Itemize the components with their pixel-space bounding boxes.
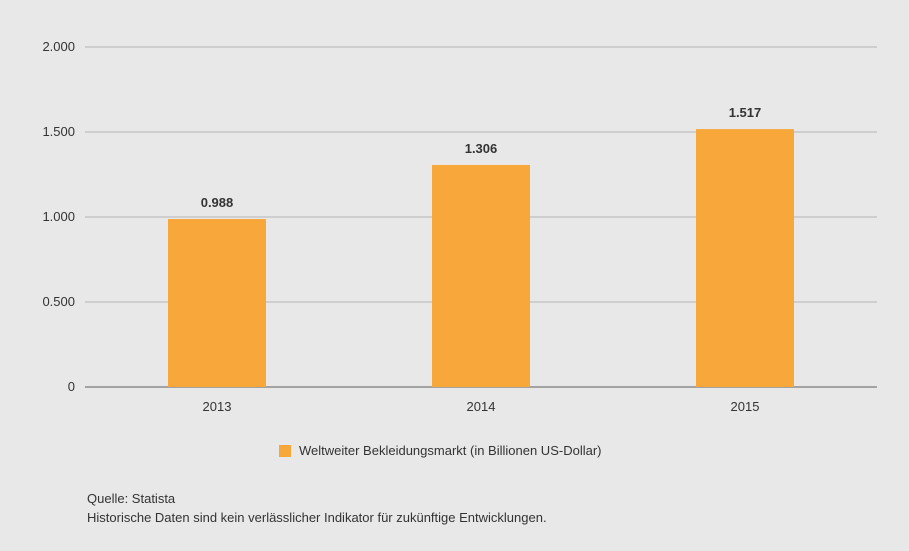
legend-label: Weltweiter Bekleidungsmarkt (in Billione… bbox=[299, 443, 602, 458]
bar-value-label: 1.306 bbox=[465, 141, 498, 156]
bar bbox=[432, 164, 530, 387]
y-tick-label: 1.500 bbox=[42, 124, 75, 139]
bar-value-label: 1.517 bbox=[729, 105, 762, 120]
chart-legend: Weltweiter Bekleidungsmarkt (in Billione… bbox=[279, 443, 601, 458]
bar-chart: 0 0.500 1.000 1.500 2.000 0.988 2013 1.306 2014 1… bbox=[42, 39, 877, 414]
source-note: Quelle: Statista bbox=[87, 491, 176, 506]
x-tick-label: 2013 bbox=[203, 399, 232, 414]
x-tick-label: 2015 bbox=[731, 399, 760, 414]
bar bbox=[168, 219, 266, 387]
disclaimer-note: Historische Daten sind kein verlässliche… bbox=[87, 510, 547, 525]
bar bbox=[696, 129, 794, 388]
y-tick-label: 0.500 bbox=[42, 294, 75, 309]
y-tick-label: 1.000 bbox=[42, 209, 75, 224]
legend-swatch bbox=[279, 444, 291, 457]
chart-footer: Quelle: Statista Historische Daten sind … bbox=[87, 489, 547, 527]
y-tick-label: 0 bbox=[68, 379, 75, 394]
bar-value-label: 0.988 bbox=[201, 195, 234, 210]
y-tick-label: 2.000 bbox=[42, 39, 75, 54]
x-tick-label: 2014 bbox=[467, 399, 496, 414]
